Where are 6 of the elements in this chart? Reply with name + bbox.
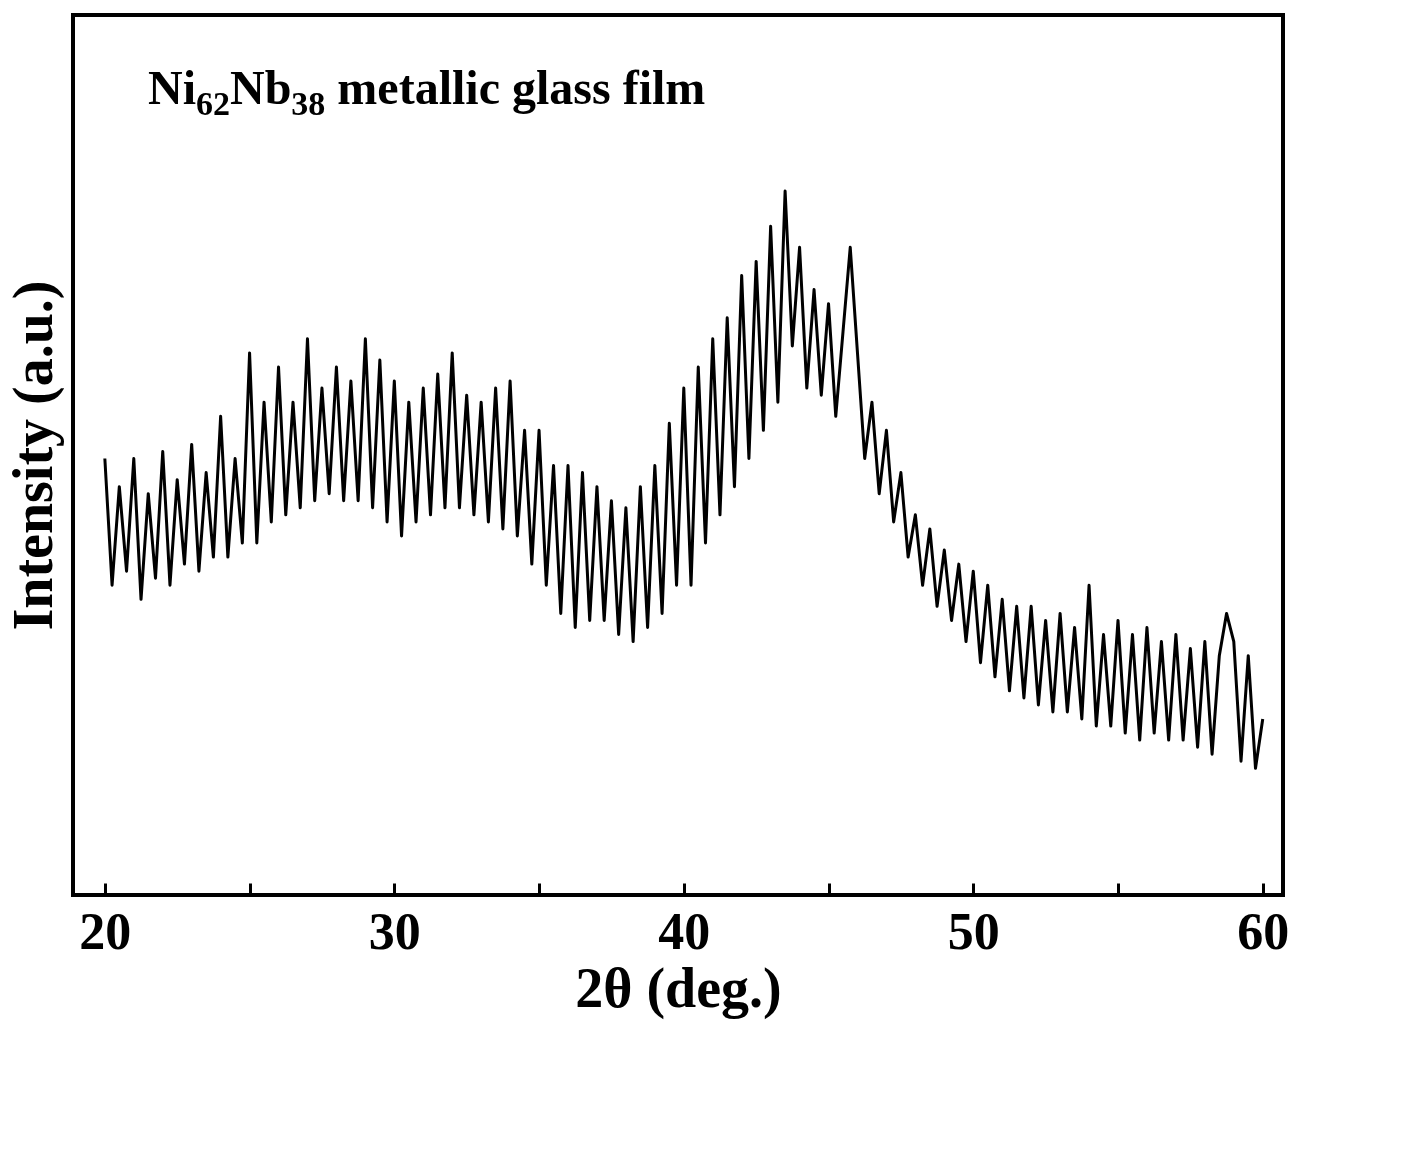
y-axis-title: Intensity (a.u.) <box>1 280 65 631</box>
text: Ni$_{62}$Nb$_{38}$ metallic glass film <box>148 60 706 123</box>
x-tick-label: 50 <box>947 902 1000 960</box>
x-tick-label: 30 <box>368 902 421 960</box>
x-tick-label: 60 <box>1237 902 1290 960</box>
x-tick-label: 20 <box>79 902 132 960</box>
